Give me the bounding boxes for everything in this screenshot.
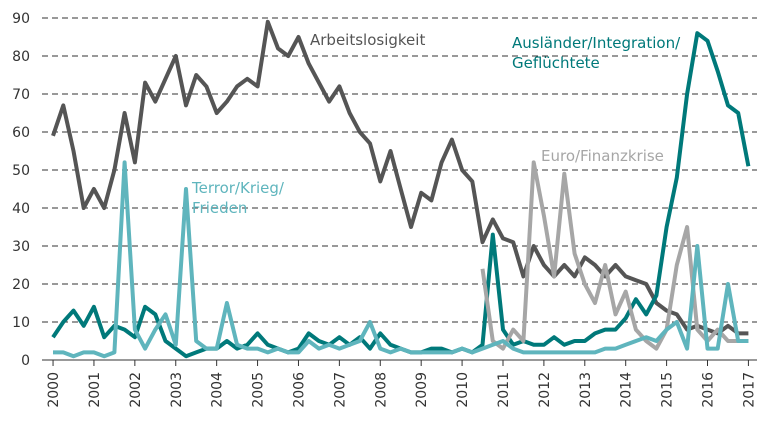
series-line [480,160,749,351]
x-tick-label: 2011 [496,372,512,408]
x-tick-label: 2010 [455,372,471,408]
series-label: Arbeitslosigkeit [310,31,426,49]
y-tick-label: 80 [12,49,30,65]
x-tick-label: 2009 [414,372,430,408]
y-tick-label: 60 [12,125,30,141]
y-tick-label: 20 [12,277,30,293]
series-line [53,160,749,359]
x-tick-label: 2016 [701,372,717,408]
y-tick-label: 10 [12,315,30,331]
x-tick-label: 2001 [87,372,103,408]
x-tick-label: 2008 [373,372,389,408]
y-tick-label: 0 [21,353,30,369]
x-tick-label: 2005 [251,372,267,408]
y-tick-label: 40 [12,201,30,217]
x-tick-label: 2013 [578,372,594,408]
series-label: Ausländer/Integration/ Geflüchtete [512,34,681,72]
y-tick-label: 30 [12,239,30,255]
series-line [51,19,749,336]
y-tick-label: 70 [12,87,30,103]
x-tick-label: 2012 [537,372,553,408]
series-label: Euro/Finanzkrise [541,147,664,165]
x-tick-label: 2017 [741,372,757,408]
x-tick-label: 2007 [332,372,348,408]
x-tick-label: 2000 [46,372,62,408]
x-tick-label: 2015 [660,372,676,408]
x-tick-label: 2002 [128,372,144,408]
series-label: Terror/Krieg/ Frieden [192,179,284,217]
y-tick-label: 90 [12,11,30,27]
x-tick-label: 2004 [210,372,226,408]
y-tick-label: 50 [12,163,30,179]
x-tick-label: 2006 [291,372,307,408]
x-tick-label: 2003 [169,372,185,408]
x-tick-label: 2014 [619,372,635,408]
